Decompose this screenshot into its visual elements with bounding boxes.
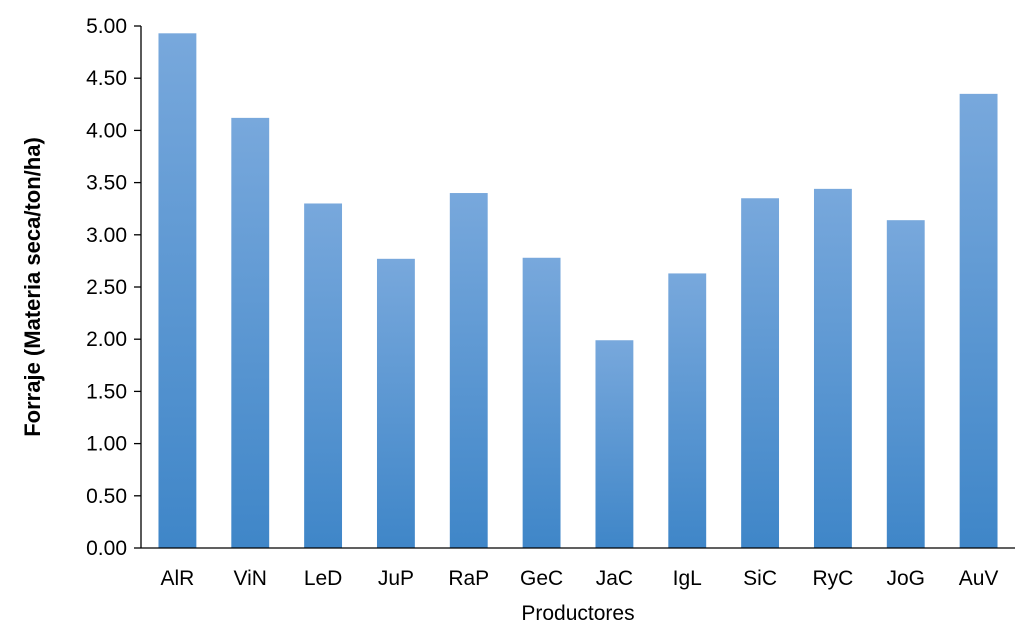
bar-led <box>304 203 343 549</box>
y-tick-label: 0.00 <box>86 537 127 560</box>
x-axis-title: Productores <box>521 602 634 625</box>
y-tick-label: 4.00 <box>86 119 127 142</box>
y-tick-label: 3.00 <box>86 224 127 247</box>
x-tick-label: JaC <box>596 567 633 590</box>
y-axis-ticks: 0.00 0.50 1.00 1.50 2.00 2.50 3.00 3.50 4.00 4.50… <box>86 15 141 560</box>
y-tick-label: 2.00 <box>86 328 127 351</box>
bar-jog <box>886 220 925 548</box>
bar-igl <box>668 273 707 548</box>
y-tick-label: 1.50 <box>86 380 127 403</box>
x-tick-label: AlR <box>160 567 194 590</box>
y-tick-label: 0.50 <box>86 485 127 508</box>
x-tick-label: IgL <box>673 567 702 590</box>
y-tick-label: 2.50 <box>86 276 127 299</box>
x-tick-label: RaP <box>448 567 489 590</box>
x-tick-label: JoG <box>886 567 925 590</box>
bar-ryc <box>813 188 852 548</box>
bars-group <box>158 33 998 549</box>
y-axis-title: Forraje (Materia seca/ton/ha) <box>20 137 45 437</box>
y-tick-label: 5.00 <box>86 15 127 38</box>
x-tick-label: ViN <box>234 567 267 590</box>
bar-sic <box>741 198 780 548</box>
bar-jup <box>376 258 415 548</box>
y-tick-label: 4.50 <box>86 67 127 90</box>
x-tick-label: GeC <box>520 567 563 590</box>
y-tick-label: 1.00 <box>86 433 127 456</box>
x-tick-label: RyC <box>812 567 853 590</box>
bar-alr <box>158 33 197 549</box>
x-tick-label: SiC <box>743 567 777 590</box>
x-axis-ticks: AlR ViN LeD JuP RaP GeC JaC IgL SiC RyC JoG AuV <box>160 567 998 590</box>
bar-rap <box>449 193 488 549</box>
x-tick-label: AuV <box>959 567 999 590</box>
bar-vin <box>231 117 270 548</box>
y-tick-label: 3.50 <box>86 172 127 195</box>
bar-auv <box>959 93 998 549</box>
bar-jac <box>595 340 634 548</box>
x-tick-label: JuP <box>378 567 414 590</box>
x-tick-label: LeD <box>304 567 343 590</box>
bar-gec <box>522 257 561 548</box>
